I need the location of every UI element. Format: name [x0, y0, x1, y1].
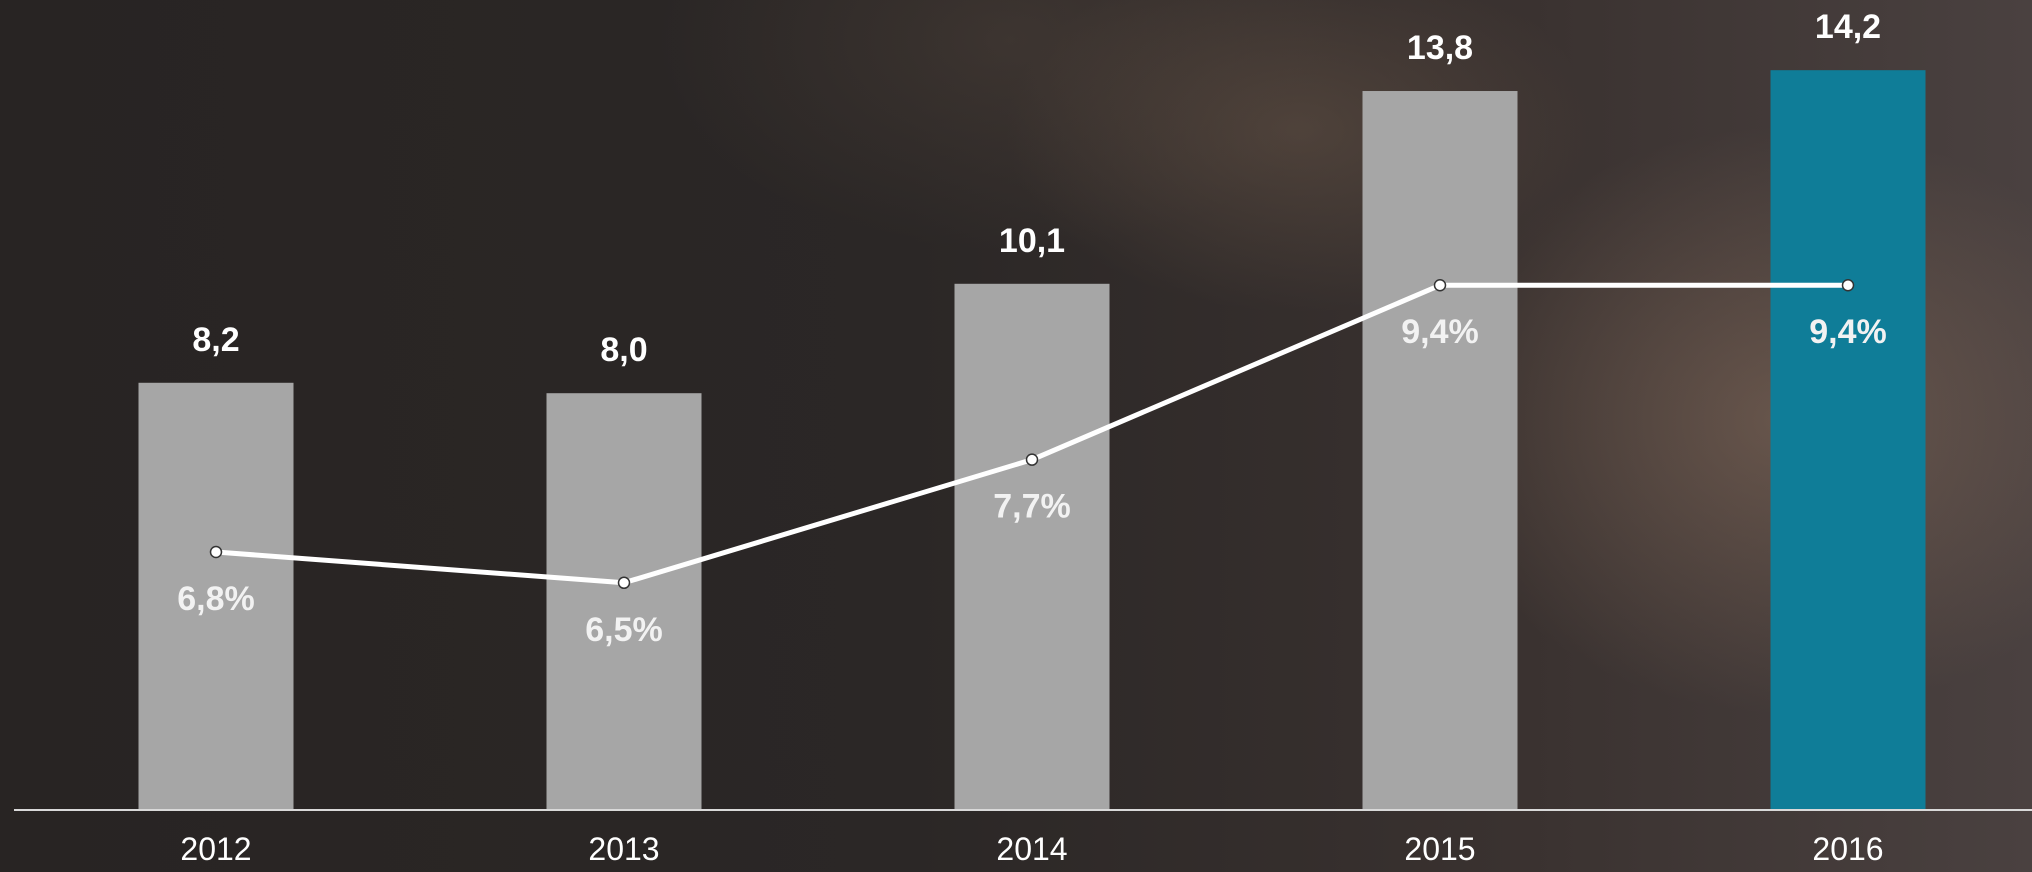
- line-value-label-2012: 6,8%: [177, 580, 255, 618]
- line-value-label-2013: 6,5%: [585, 611, 663, 649]
- line-point-2015: [1433, 278, 1447, 292]
- bar-2015: [1362, 91, 1518, 810]
- x-tick-label-2015: 2015: [1404, 831, 1475, 867]
- bars-group: [138, 70, 1926, 811]
- line-point-2012: [209, 545, 223, 559]
- x-tick-label-2016: 2016: [1812, 831, 1883, 867]
- x-tick-label-2013: 2013: [588, 831, 659, 867]
- line-value-label-2014: 7,7%: [993, 488, 1071, 526]
- line-series-group: [209, 278, 1855, 590]
- bar-2012: [138, 382, 294, 810]
- line-point-2016: [1841, 278, 1855, 292]
- line-value-label-2016: 9,4%: [1809, 313, 1887, 351]
- bar-value-label-2013: 8,0: [600, 331, 647, 369]
- bar-2013: [546, 393, 702, 810]
- bar-value-label-2015: 13,8: [1407, 29, 1473, 67]
- line-point-2014: [1025, 453, 1039, 466]
- bar-value-label-2016: 14,2: [1815, 8, 1881, 46]
- bar-value-label-2012: 8,2: [192, 321, 239, 359]
- line-value-label-2015: 9,4%: [1401, 313, 1479, 351]
- x-tick-label-2014: 2014: [996, 831, 1067, 867]
- labels-group: 8,2 2012 8,0 2013 10,1 2014 13,8 2015 14,2 2016 6,…: [177, 8, 1887, 867]
- x-tick-label-2012: 2012: [180, 831, 251, 867]
- bar-2016: [1770, 70, 1926, 811]
- line-point-2013: [617, 576, 631, 590]
- bar-value-label-2014: 10,1: [999, 222, 1065, 260]
- bar-2014: [954, 283, 1110, 810]
